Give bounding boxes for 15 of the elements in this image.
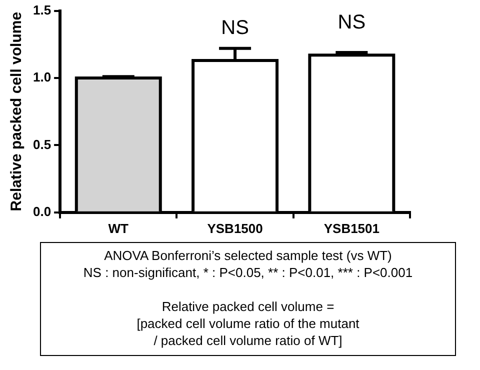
x-tick-label: YSB1500	[207, 220, 263, 236]
text: [packed cell volume ratio of the mutant	[136, 315, 360, 332]
x-tick-label: WT	[108, 220, 129, 236]
text: / packed cell volume ratio of WT]	[152, 332, 344, 349]
y-tick-label: 1.0	[32, 70, 52, 85]
y-axis-title: Relative packed cell volume	[8, 12, 26, 212]
x-tick-label: YSB1501	[324, 220, 380, 236]
y-tick-label: 1.5	[32, 2, 52, 18]
text: Relative packed cell volume =	[160, 298, 336, 315]
text: NS : non-significant, * : P<0.05, ** : P<0.01, *** : P<0.001	[82, 264, 414, 281]
annotation: NS	[338, 12, 366, 34]
y-tick-label: 0.5	[32, 136, 52, 152]
text: ANOVA Bonferroni’s selected sample test (vs WT)	[103, 247, 393, 264]
y-tick-label: 0.0	[32, 204, 52, 219]
annotation: NS	[221, 17, 249, 40]
